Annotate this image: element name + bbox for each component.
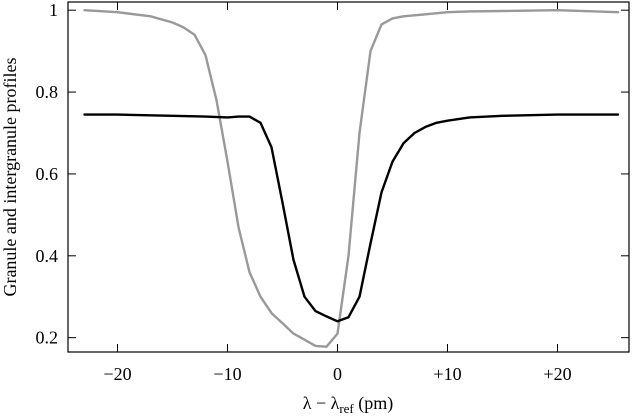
x-tick-label: −10 (213, 364, 241, 384)
x-tick-label: −20 (103, 364, 131, 384)
y-tick-label: 0.4 (36, 246, 59, 266)
y-tick-label: 0.6 (36, 164, 59, 184)
x-axis-label-unit: (pm) (354, 393, 394, 414)
x-axis-label-main: λ − λ (303, 393, 340, 413)
y-tick-label: 0.2 (36, 328, 59, 348)
x-tick-label: +10 (433, 364, 461, 384)
x-tick-label: +20 (543, 364, 571, 384)
plot-frame (67, 1, 630, 353)
series-line-black (83, 113, 620, 323)
y-tick-label: 0.8 (36, 82, 59, 102)
x-axis-label: λ − λref (pm) (303, 393, 394, 416)
series-line-gray (83, 8, 620, 348)
series-lines (83, 8, 620, 348)
y-tick-label: 1 (49, 0, 58, 20)
x-axis-label-subscript: ref (339, 401, 354, 416)
y-axis-label: Granule and intergranule profiles (0, 57, 20, 296)
axis-ticks: −20 −10 0 +10 +20 0.2 0.4 0.6 0.8 1 (36, 0, 629, 384)
x-tick-label: 0 (333, 364, 342, 384)
